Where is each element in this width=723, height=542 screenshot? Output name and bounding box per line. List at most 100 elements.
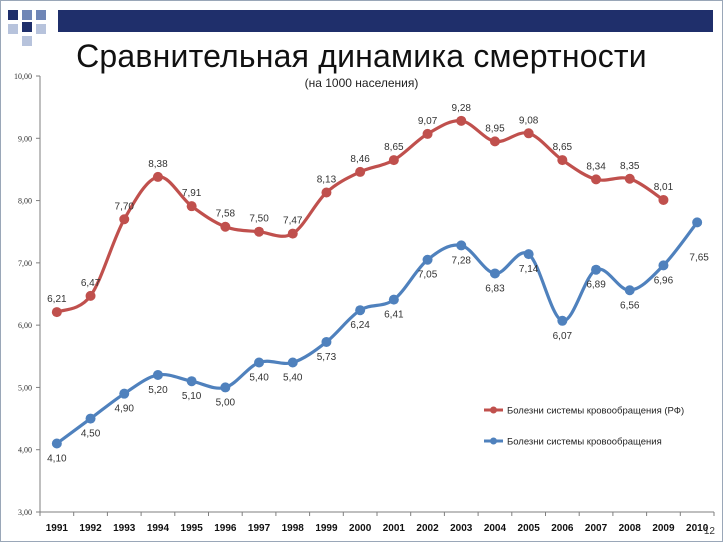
data-point-2 (489, 268, 500, 279)
legend-swatch-marker (490, 437, 497, 445)
data-point-1 (321, 187, 332, 198)
data-label-1: 8,46 (350, 154, 370, 165)
data-label-2: 5,40 (249, 373, 269, 384)
decor-square (22, 10, 32, 20)
title-bar (58, 10, 713, 32)
x-tick-label: 1993 (113, 523, 136, 534)
data-label-2: 4,90 (115, 404, 135, 415)
data-label-2: 5,10 (182, 391, 202, 402)
data-point-1 (591, 174, 602, 185)
data-label-1: 7,91 (182, 188, 202, 199)
decor-square (36, 24, 46, 34)
x-tick-label: 1992 (79, 523, 102, 534)
x-tick-label: 1996 (214, 523, 237, 534)
data-label-2: 6,89 (586, 280, 606, 291)
decor-square (8, 24, 18, 34)
x-tick-label: 2004 (484, 523, 507, 534)
data-point-1 (422, 128, 433, 139)
data-label-1: 8,35 (620, 161, 640, 172)
x-tick-label: 1991 (46, 523, 69, 534)
decor-square (36, 10, 46, 20)
x-tick-label: 2006 (551, 523, 574, 534)
data-point-1 (388, 155, 399, 166)
x-tick-label: 2005 (518, 523, 541, 534)
data-label-2: 5,20 (148, 385, 168, 396)
data-point-1 (557, 155, 568, 166)
x-tick-label: 1995 (181, 523, 204, 534)
data-label-2: 7,65 (689, 252, 709, 263)
data-point-1 (254, 226, 265, 237)
data-point-2 (388, 294, 399, 305)
data-label-2: 6,24 (350, 320, 370, 331)
data-label-2: 5,73 (317, 352, 337, 363)
slide-title: Сравнительная динамика смертности (76, 38, 647, 74)
x-tick-label: 2003 (450, 523, 473, 534)
data-point-2 (523, 249, 534, 260)
x-tick-label: 1998 (282, 523, 305, 534)
y-tick-label: 10,00 (14, 72, 32, 81)
data-point-2 (85, 413, 96, 424)
x-tick-label: 2000 (349, 523, 372, 534)
data-point-1 (152, 171, 163, 182)
x-tick-label: 2001 (383, 523, 406, 534)
data-label-2: 6,41 (384, 310, 404, 321)
y-tick-label: 4,00 (18, 446, 32, 455)
page-number: 12 (703, 526, 715, 537)
slide-subtitle: (на 1000 населения) (304, 76, 419, 90)
y-tick-label: 6,00 (18, 321, 32, 330)
y-tick-label: 7,00 (18, 259, 32, 268)
data-label-1: 9,08 (519, 115, 539, 126)
data-point-1 (220, 221, 231, 232)
data-point-1 (186, 201, 197, 212)
data-label-1: 7,50 (249, 214, 269, 225)
x-tick-label: 2008 (619, 523, 642, 534)
x-tick-label: 1994 (147, 523, 170, 534)
data-point-2 (456, 240, 467, 251)
data-point-2 (119, 388, 130, 399)
decor-square (8, 10, 18, 20)
legend-label: Болезни системы кровообращения (РФ) (507, 406, 684, 417)
data-label-1: 8,65 (384, 142, 404, 153)
y-tick-label: 9,00 (18, 134, 32, 143)
data-point-2 (287, 357, 298, 368)
data-label-2: 6,56 (620, 300, 640, 311)
data-point-2 (321, 336, 332, 347)
data-label-2: 6,07 (553, 331, 573, 342)
series-line-1 (55, 119, 666, 314)
data-label-1: 7,47 (283, 216, 303, 227)
data-point-2 (355, 305, 366, 316)
data-label-1: 8,13 (317, 174, 337, 185)
data-point-2 (186, 376, 197, 387)
data-label-2: 6,96 (654, 275, 674, 286)
data-point-2 (254, 357, 265, 368)
y-tick-label: 3,00 (18, 508, 32, 517)
y-tick-label: 5,00 (18, 383, 32, 392)
legend-swatch-marker (490, 406, 497, 414)
data-point-2 (624, 285, 635, 296)
data-label-1: 8,65 (553, 142, 573, 153)
data-label-2: 7,05 (418, 270, 438, 281)
data-point-1 (523, 128, 534, 139)
data-label-2: 7,28 (452, 255, 472, 266)
data-point-1 (624, 173, 635, 184)
data-point-1 (658, 194, 669, 205)
data-point-1 (287, 228, 298, 239)
x-tick-label: 1997 (248, 523, 271, 534)
data-point-2 (220, 382, 231, 393)
y-tick-label: 8,00 (18, 197, 32, 206)
data-point-1 (355, 166, 366, 177)
x-tick-label: 1999 (315, 523, 338, 534)
data-label-2: 6,83 (485, 283, 505, 294)
data-point-1 (119, 214, 130, 225)
data-label-2: 4,50 (81, 429, 101, 440)
legend-label: Болезни системы кровообращения (507, 437, 662, 448)
x-tick-label: 2007 (585, 523, 608, 534)
data-label-1: 6,47 (81, 278, 101, 289)
data-point-1 (456, 115, 467, 126)
data-label-1: 9,28 (452, 103, 472, 114)
data-point-2 (422, 254, 433, 265)
data-label-1: 7,70 (115, 201, 135, 212)
decor-square (22, 22, 32, 32)
data-label-2: 4,10 (47, 453, 67, 464)
data-label-1: 6,21 (47, 294, 67, 305)
